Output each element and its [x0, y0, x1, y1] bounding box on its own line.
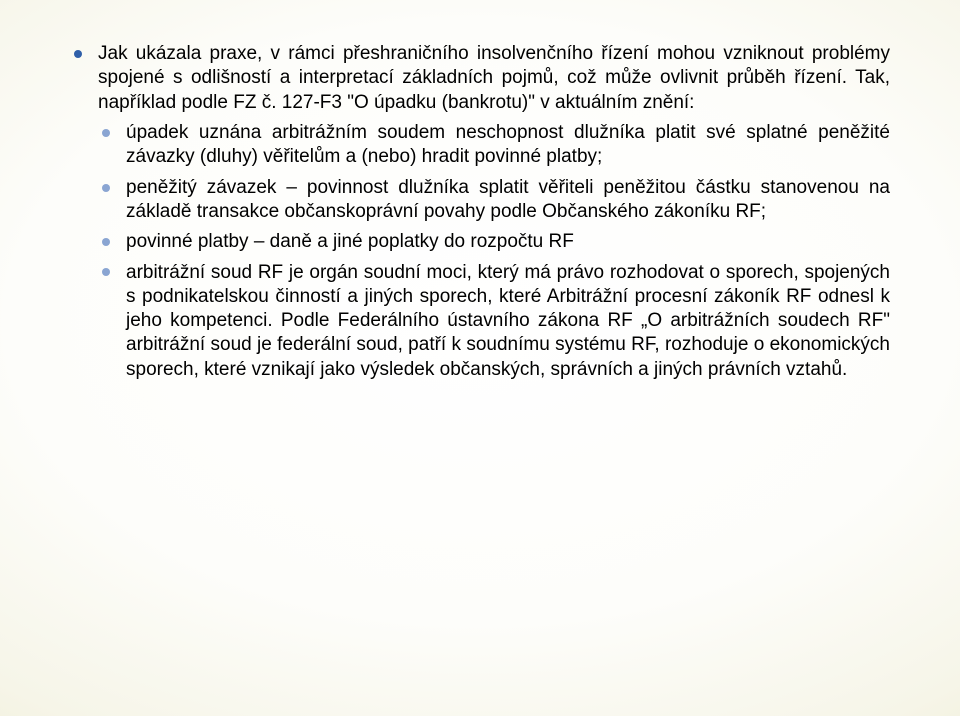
sub-bullet-list: úpadek uznána arbitrážním soudem neschop… — [98, 121, 890, 382]
list-item-text: Jak ukázala praxe, v rámci přeshraničníh… — [98, 43, 890, 113]
list-item: úpadek uznána arbitrážním soudem neschop… — [98, 121, 890, 170]
list-item-text: peněžitý závazek – povinnost dlužníka sp… — [126, 177, 890, 222]
bullet-list: Jak ukázala praxe, v rámci přeshraničníh… — [70, 42, 890, 382]
list-item-text: úpadek uznána arbitrážním soudem neschop… — [126, 122, 890, 167]
list-item: povinné platby – daně a jiné poplatky do… — [98, 230, 890, 254]
list-item-text: arbitrážní soud RF je orgán soudní moci,… — [126, 262, 890, 380]
list-item: arbitrážní soud RF je orgán soudní moci,… — [98, 261, 890, 383]
list-item: Jak ukázala praxe, v rámci přeshraničníh… — [70, 42, 890, 382]
list-item-text: povinné platby – daně a jiné poplatky do… — [126, 231, 574, 252]
list-item: peněžitý závazek – povinnost dlužníka sp… — [98, 176, 890, 225]
slide-content: Jak ukázala praxe, v rámci přeshraničníh… — [0, 0, 960, 418]
